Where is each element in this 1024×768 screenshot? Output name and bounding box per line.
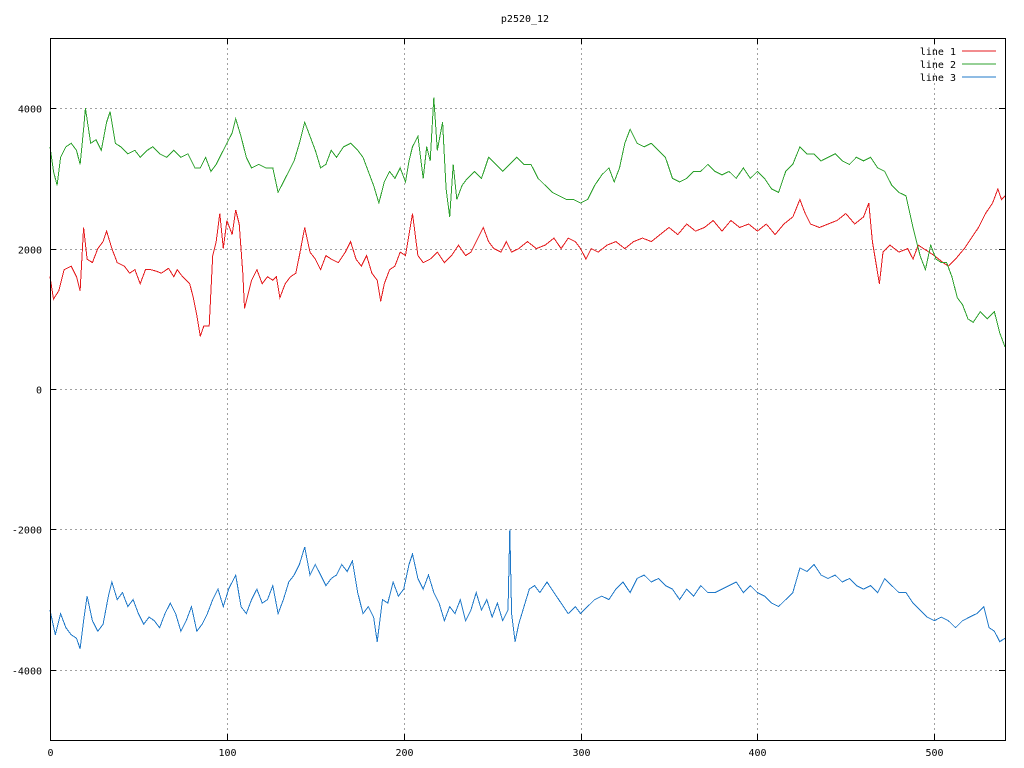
x-tick-label: 300 <box>572 748 590 759</box>
x-tick-label: 100 <box>218 748 236 759</box>
y-tick-label: 0 <box>36 386 42 397</box>
legend-label: line 3 <box>920 73 956 84</box>
x-tick-label: 0 <box>47 748 53 759</box>
series-line-3 <box>49 529 1006 649</box>
legend: line 1 line 2 line 3 <box>920 47 996 84</box>
x-tick-label: 200 <box>395 748 413 759</box>
series-line-1 <box>49 187 1006 337</box>
y-tick-label: 4000 <box>18 105 42 116</box>
y-tick-label: -4000 <box>12 667 42 678</box>
axis-ticks: 0 100 200 300 400 500 -4000 -2000 0 2000 4000 <box>12 38 1005 759</box>
y-tick-label: 2000 <box>18 246 42 257</box>
chart-title: p2520_12 <box>501 14 549 25</box>
plot-frame <box>50 38 1006 741</box>
y-tick-label: -2000 <box>12 526 42 537</box>
series-layer <box>49 97 1006 649</box>
x-tick-label: 400 <box>748 748 766 759</box>
x-tick-label: 500 <box>925 748 943 759</box>
series-line-2 <box>49 97 1006 348</box>
legend-label: line 1 <box>920 47 956 58</box>
legend-label: line 2 <box>920 60 956 71</box>
grid <box>50 38 1005 740</box>
